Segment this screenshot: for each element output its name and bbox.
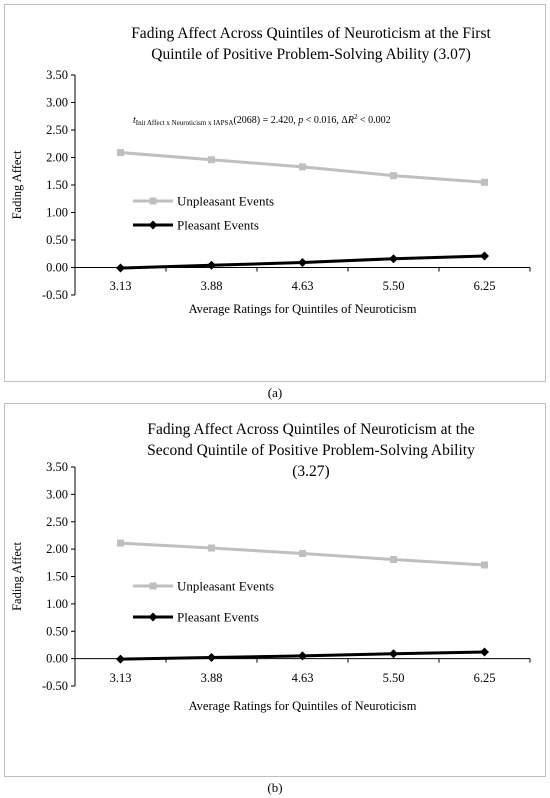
chart-b-x-tick-label: 6.25	[474, 671, 496, 685]
chart-a-x-tick-label: 3.13	[110, 279, 132, 293]
chart-b-y-tick-label: 1.50	[46, 570, 68, 584]
chart-a-x-tick-label: 5.50	[383, 279, 405, 293]
chart-a-series-1-point	[298, 258, 307, 268]
chart-panel-b: Fading Affect Across Quintiles of Neurot…	[4, 403, 546, 777]
chart-a-y-tick-label: 2.00	[46, 151, 68, 165]
chart-b-legend-0-marker	[149, 582, 157, 590]
chart-a-y-tick-label: 3.50	[46, 68, 68, 82]
chart-a-x-tick-label: 4.63	[292, 279, 314, 293]
annot-R: R	[347, 115, 354, 126]
chart-a-series-0-point	[208, 156, 215, 164]
chart-b-x-axis-title: Average Ratings for Quintiles of Neuroti…	[189, 699, 417, 713]
chart-a-y-tick-label: 0.50	[46, 233, 68, 247]
chart-a-y-axis-title: Fading Affect	[10, 150, 24, 219]
annot-sup: 2	[354, 113, 358, 121]
chart-a-y-tick-label: -0.50	[42, 288, 68, 302]
chart-b-series-1-point	[207, 653, 216, 663]
chart-a-series-1-point	[207, 260, 216, 270]
chart-a-series-0-point	[117, 149, 124, 157]
annot-t: t	[133, 115, 136, 126]
chart-b-series-1-point	[298, 651, 307, 661]
chart-b-y-axis-title: Fading Affect	[10, 542, 24, 611]
chart-a-title-line-2: Quintile of Positive Problem-Solving Abi…	[151, 46, 470, 63]
annot-rest-1: (2068) = 2.420,	[233, 115, 298, 126]
caption-a: (a)	[267, 385, 283, 400]
chart-b-y-tick-label: 2.00	[46, 542, 68, 556]
chart-a-series-0-point	[390, 172, 397, 180]
chart-b-title-line-3: (3.27)	[292, 463, 329, 480]
chart-a-series-1-point	[480, 251, 489, 261]
chart-b-legend-1-marker	[148, 612, 158, 622]
chart-a-series-1-point	[389, 254, 398, 264]
chart-a-series-1-point	[116, 263, 125, 273]
chart-a-x-axis-title: Average Ratings for Quintiles of Neuroti…	[189, 302, 417, 316]
chart-b-series-1-point	[116, 654, 125, 664]
chart-b-y-tick-label: -0.50	[42, 679, 68, 693]
chart-b-y-tick-label: 2.50	[46, 515, 68, 529]
chart-a-series-0-point	[481, 178, 488, 186]
chart-b-y-tick-label: 0.50	[46, 624, 68, 638]
chart-b-series-0-point	[117, 539, 124, 547]
chart-b-y-tick-label: 3.50	[46, 460, 68, 474]
chart-a-x-tick-label: 6.25	[474, 279, 496, 293]
annot-rest-2: < 0.016, Δ	[303, 115, 348, 126]
chart-a-series-0-point	[299, 163, 306, 171]
chart-a-y-tick-label: 1.00	[46, 206, 68, 220]
chart-a-legend-0-marker	[149, 197, 157, 205]
chart-a-legend-1-label: Pleasant Events	[177, 218, 259, 233]
chart-b-title-line-1: Fading Affect Across Quintiles of Neurot…	[147, 421, 474, 438]
chart-b-series-1-point	[480, 647, 489, 657]
chart-panel-a: Fading Affect Across Quintiles of Neurot…	[4, 4, 546, 382]
chart-b-x-tick-label: 3.13	[110, 671, 132, 685]
chart-a-legend-0-label: Unpleasant Events	[177, 194, 274, 209]
chart-a-legend-1-marker	[148, 220, 158, 230]
chart-a-stat-annotation: tInit Affect x Neuroticism x IAPSA(2068)…	[133, 113, 391, 127]
caption-b: (b)	[267, 780, 283, 795]
chart-b-series-0-point	[208, 544, 215, 552]
chart-b-title-line-2: Second Quintile of Positive Problem-Solv…	[147, 442, 475, 459]
chart-b-series-0-point	[299, 550, 306, 558]
chart-b-x-tick-label: 5.50	[383, 671, 405, 685]
chart-b-series-0-point	[390, 556, 397, 564]
chart-b-x-tick-label: 4.63	[292, 671, 314, 685]
chart-a-svg: Fading Affect Across Quintiles of Neurot…	[10, 25, 531, 316]
chart-b-y-tick-label: 1.00	[46, 597, 68, 611]
chart-b-y-tick-label: 3.00	[46, 487, 68, 501]
chart-b-svg: Fading Affect Across Quintiles of Neurot…	[10, 421, 531, 713]
chart-a-y-tick-label: 0.00	[46, 261, 68, 275]
chart-a-title-line-1: Fading Affect Across Quintiles of Neurot…	[131, 25, 491, 42]
chart-a-y-tick-label: 1.50	[46, 178, 68, 192]
annot-rest-3: < 0.002	[357, 115, 390, 126]
chart-a-y-tick-label: 3.00	[46, 96, 68, 110]
chart-a-y-tick-label: 2.50	[46, 123, 68, 137]
chart-b-y-tick-label: 0.00	[46, 652, 68, 666]
chart-b-series-1-point	[389, 649, 398, 659]
chart-b-legend-0-label: Unpleasant Events	[177, 579, 274, 594]
annot-sub: Init Affect x Neuroticism x IAPSA	[136, 119, 234, 127]
chart-b-series-0-point	[481, 561, 488, 569]
chart-a-x-tick-label: 3.88	[201, 279, 223, 293]
chart-b-legend-1-label: Pleasant Events	[177, 610, 259, 625]
annot-p: p	[297, 115, 303, 126]
chart-b-x-tick-label: 3.88	[201, 671, 223, 685]
